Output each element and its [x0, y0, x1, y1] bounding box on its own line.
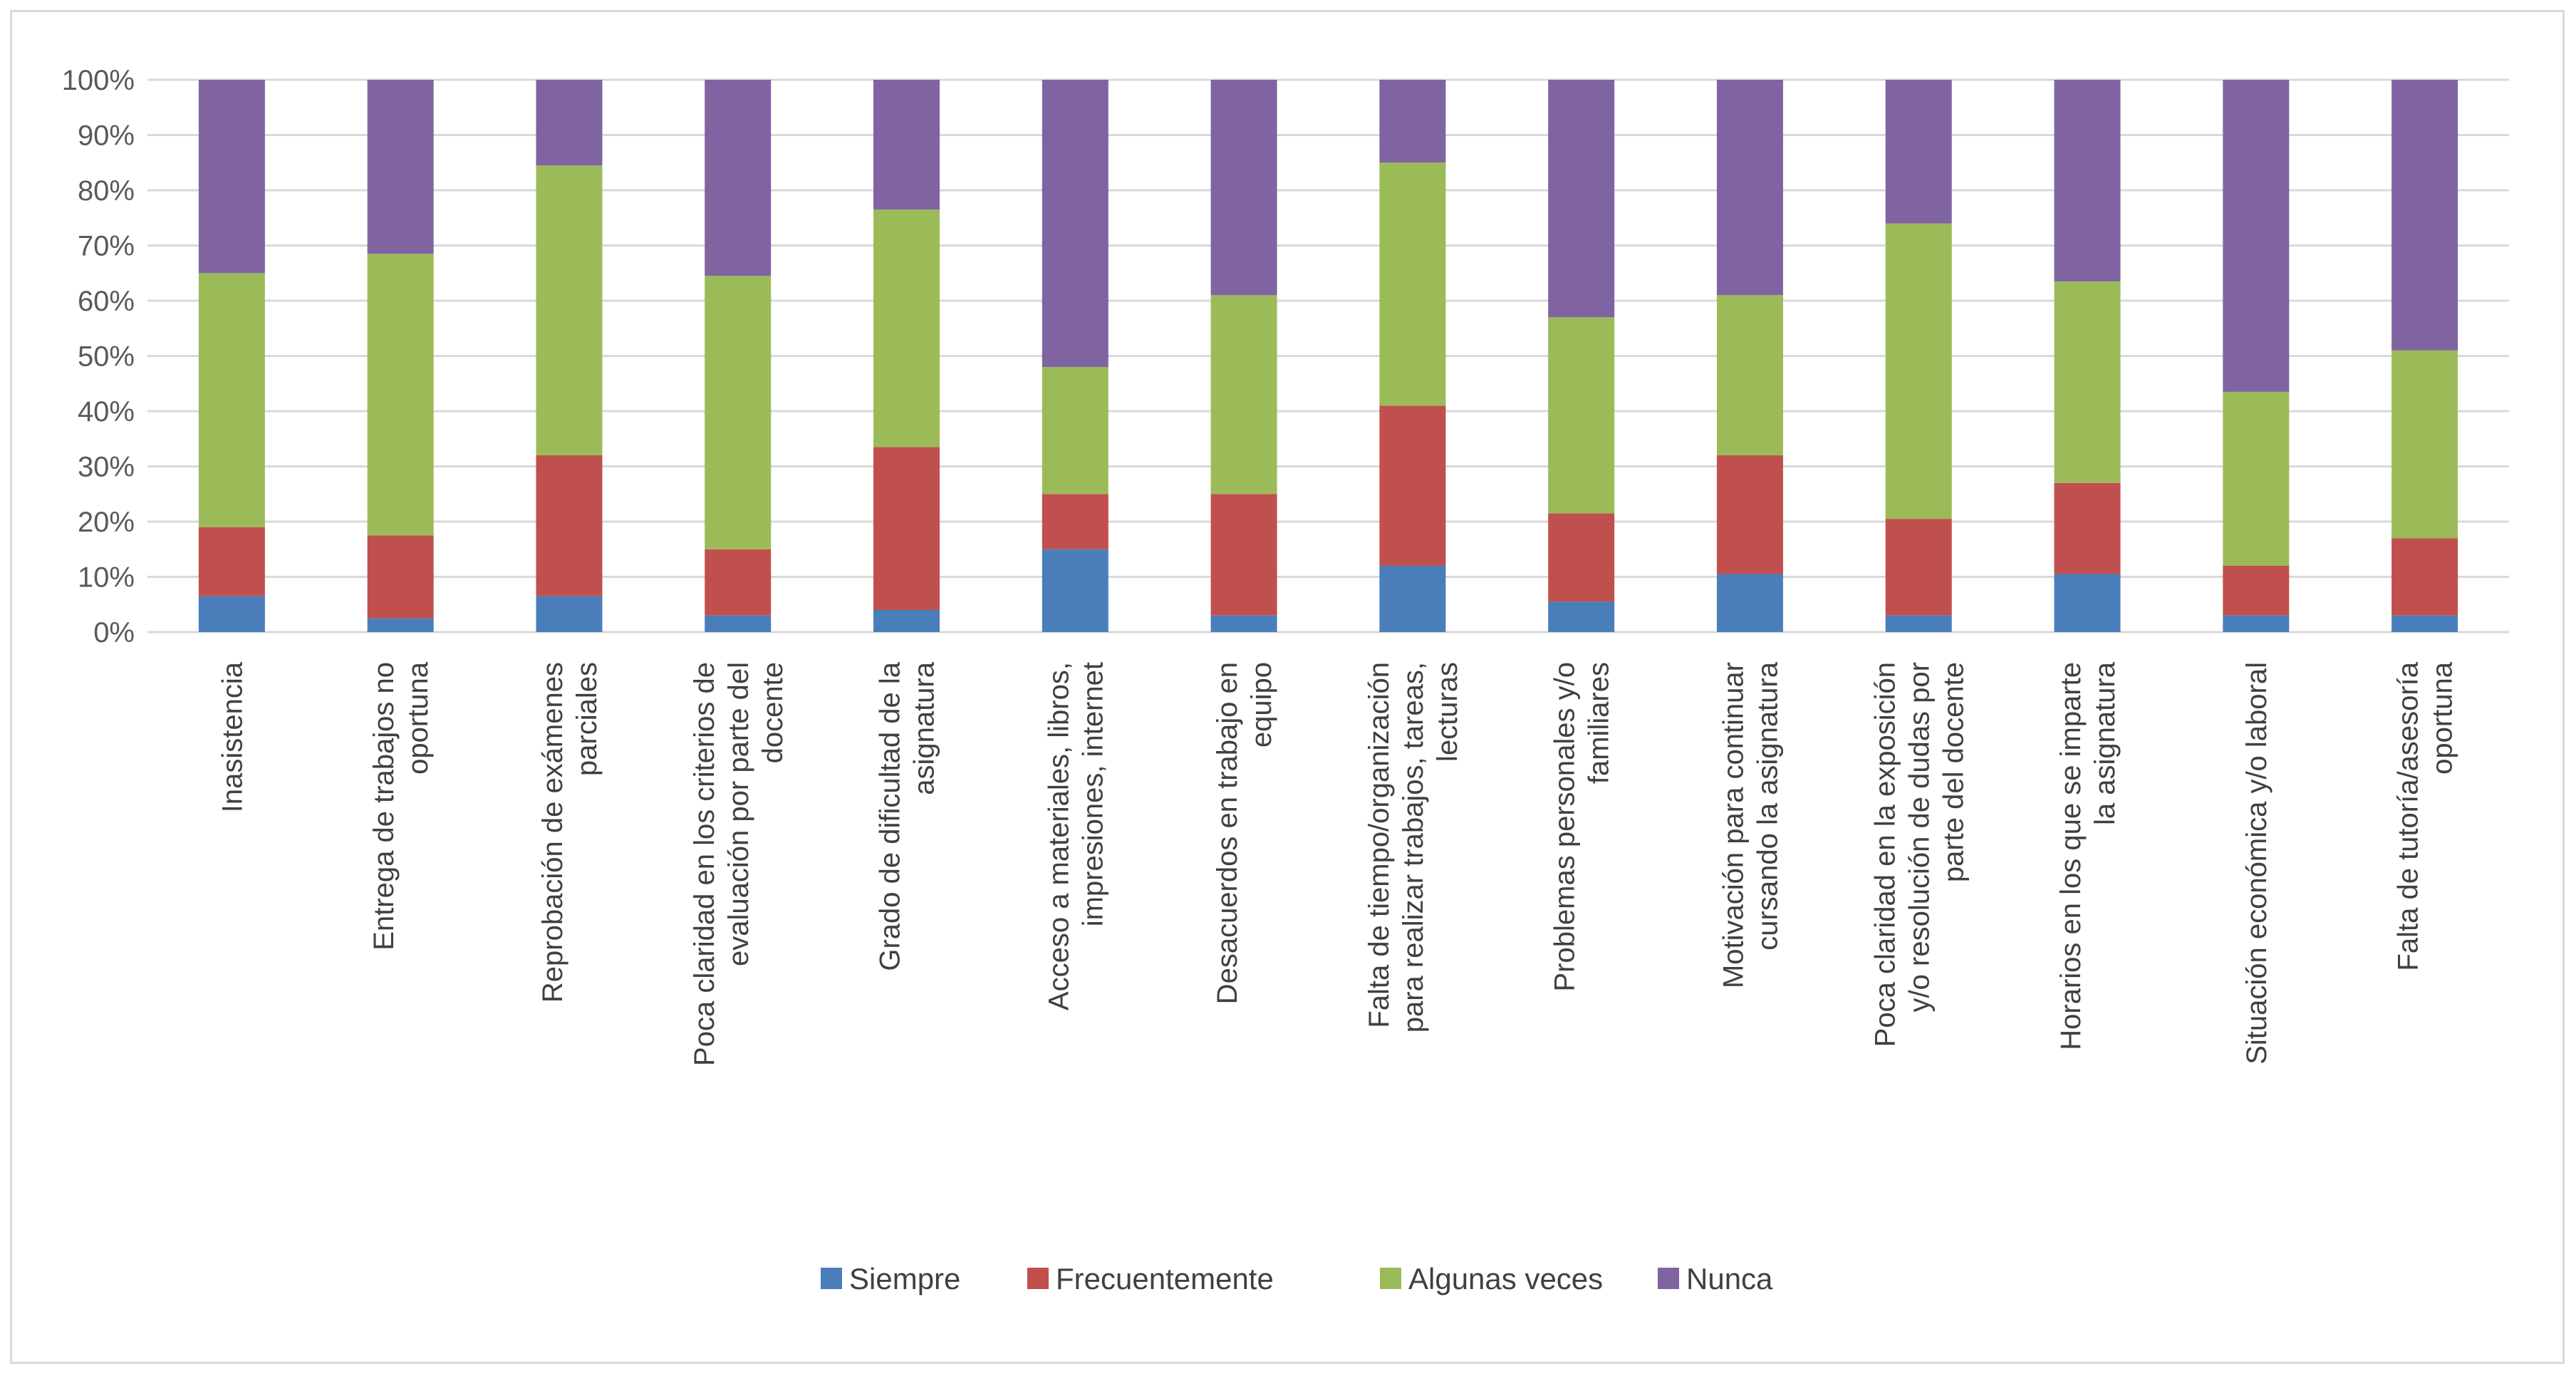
bar-segment-nunca — [873, 80, 940, 210]
bar-segment-nunca — [2223, 80, 2290, 392]
x-category-label: Problemas personales y/o familiares — [1549, 662, 1615, 991]
bar-segment-frecuentemente — [1379, 405, 1446, 566]
bar-segment-nunca — [1716, 80, 1783, 296]
bar-segment-algunas-veces — [367, 254, 434, 536]
bar-segment-nunca — [705, 80, 772, 276]
bar-segment-siempre — [367, 618, 434, 632]
bar-segment-algunas-veces — [1210, 295, 1277, 495]
x-category-label: Inasistencia — [217, 661, 248, 812]
legend-label: Siempre — [849, 1262, 960, 1295]
grid-layer — [147, 78, 2509, 633]
bar-segment-algunas-veces — [1379, 162, 1446, 406]
bar-segment-algunas-veces — [536, 165, 603, 455]
bar-segment-siempre — [1716, 574, 1783, 632]
bar-segment-nunca — [1885, 80, 1952, 224]
bar-segment-siempre — [536, 596, 603, 632]
bar-segment-algunas-veces — [1885, 223, 1952, 519]
y-tick-label: 20% — [78, 507, 135, 538]
legend-swatch-frecuentemente — [1027, 1268, 1049, 1289]
x-category-label: Acceso a materiales, libros, impresiones,… — [1043, 662, 1108, 1010]
y-tick-label: 90% — [78, 120, 135, 152]
bar-segment-siempre — [2054, 574, 2121, 632]
bar-segment-siempre — [1379, 566, 1446, 632]
x-axis-category-labels: Inasistencia Entrega de trabajos no oportu… — [217, 661, 2458, 1066]
bar-segment-algunas-veces — [2391, 350, 2458, 539]
legend-label: Nunca — [1686, 1262, 1773, 1295]
bar-segment-algunas-veces — [1548, 317, 1615, 514]
x-category-label: Situación económica y/o laboral — [2241, 662, 2273, 1065]
y-tick-label: 80% — [78, 175, 135, 207]
x-category-label: Poca claridad en los criterios de evaluac… — [689, 662, 789, 1066]
bar-segment-nunca — [2391, 80, 2458, 351]
bar-segment-frecuentemente — [1548, 513, 1615, 602]
bar-segment-siempre — [2391, 615, 2458, 632]
y-tick-label: 0% — [93, 617, 135, 648]
bar-segment-frecuentemente — [536, 455, 603, 596]
legend-label: Algunas veces — [1408, 1262, 1603, 1295]
x-category-label: Reprobación de exámenes parciales — [537, 662, 603, 1003]
y-tick-label: 10% — [78, 562, 135, 594]
legend-swatch-siempre — [821, 1268, 842, 1289]
x-category-label: Motivación para continuar cursando la asi… — [1718, 661, 1783, 988]
bar-segment-nunca — [1379, 80, 1446, 163]
bar-segment-frecuentemente — [1042, 494, 1108, 549]
legend-swatch-nunca — [1658, 1268, 1679, 1289]
bar-segment-siempre — [198, 596, 265, 632]
bar-segment-algunas-veces — [1716, 295, 1783, 455]
bar-segment-frecuentemente — [367, 535, 434, 619]
bar-segment-frecuentemente — [2054, 482, 2121, 574]
bar-segment-frecuentemente — [873, 447, 940, 610]
legend-label: Frecuentemente — [1056, 1262, 1274, 1295]
bar-segment-frecuentemente — [1210, 494, 1277, 616]
bar-segment-siempre — [873, 610, 940, 632]
bar-segment-algunas-veces — [2223, 391, 2290, 566]
y-axis-tick-labels: 0% 10% 20% 30% 40% 50% 60% 70% 80% 90% 100% — [62, 65, 135, 648]
bar-segment-frecuentemente — [1885, 519, 1952, 616]
x-category-label: Entrega de trabajos no oportuna — [368, 661, 434, 950]
bar-segment-algunas-veces — [198, 273, 265, 527]
y-tick-label: 50% — [78, 341, 135, 373]
x-category-label: Poca claridad en la exposición y/o resolu… — [1869, 662, 1969, 1047]
bar-segment-nunca — [536, 80, 603, 166]
bar-segment-frecuentemente — [198, 527, 265, 596]
y-tick-label: 60% — [78, 286, 135, 317]
bar-segment-nunca — [1548, 80, 1615, 318]
bar-segment-nunca — [1210, 80, 1277, 296]
x-category-label: Desacuerdos en trabajo en equipo — [1212, 662, 1277, 1004]
bar-layer — [198, 80, 2458, 632]
bar-segment-frecuentemente — [2391, 538, 2458, 616]
bar-segment-nunca — [198, 80, 265, 274]
bar-segment-siempre — [1885, 615, 1952, 632]
bar-segment-nunca — [1042, 80, 1108, 367]
bar-segment-nunca — [367, 80, 434, 254]
y-tick-label: 30% — [78, 452, 135, 483]
bar-segment-algunas-veces — [873, 209, 940, 448]
y-tick-label: 40% — [78, 396, 135, 428]
x-category-label: Grado de dificultad de la asignatura — [875, 661, 940, 971]
bar-segment-siempre — [2223, 615, 2290, 632]
x-category-label: Falta de tiempo/organización para realiza… — [1364, 662, 1463, 1033]
bar-segment-algunas-veces — [1042, 367, 1108, 495]
bar-segment-frecuentemente — [705, 549, 772, 616]
stacked-bar-chart: 0% 10% 20% 30% 40% 50% 60% 70% 80% 90% 100% Inasis… — [62, 65, 2509, 1295]
bar-segment-frecuentemente — [2223, 566, 2290, 616]
bar-segment-nunca — [2054, 80, 2121, 281]
bar-segment-frecuentemente — [1716, 455, 1783, 574]
legend-swatch-algunas-veces — [1380, 1268, 1401, 1289]
y-tick-label: 100% — [62, 65, 135, 96]
legend: Siempre Frecuentemente Algunas veces Nunca — [821, 1262, 1773, 1295]
y-tick-label: 70% — [78, 231, 135, 262]
bar-segment-algunas-veces — [705, 276, 772, 549]
chart-frame: 0% 10% 20% 30% 40% 50% 60% 70% 80% 90% 100% Inasis… — [10, 10, 2565, 1364]
x-category-label: Falta de tutoría/asesoría oportuna — [2393, 661, 2458, 971]
bar-segment-siempre — [1210, 615, 1277, 632]
bar-segment-algunas-veces — [2054, 281, 2121, 483]
bar-segment-siempre — [1042, 549, 1108, 632]
x-category-label: Horarios en los que se imparte la asignat… — [2055, 661, 2121, 1050]
bar-segment-siempre — [1548, 601, 1615, 632]
bar-segment-siempre — [705, 615, 772, 632]
